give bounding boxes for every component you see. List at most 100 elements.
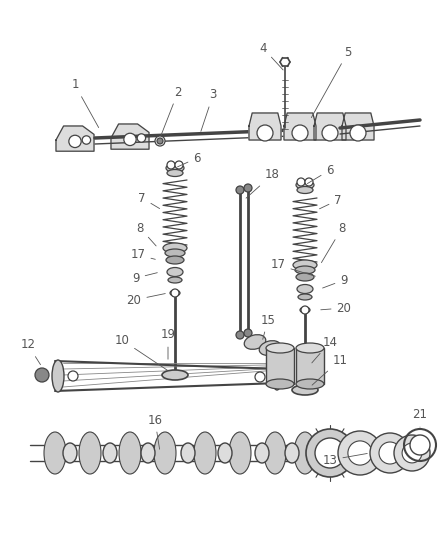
Ellipse shape — [293, 260, 317, 270]
Ellipse shape — [266, 343, 294, 353]
Ellipse shape — [163, 243, 187, 253]
Text: 1: 1 — [71, 78, 99, 127]
Bar — [296, 348, 324, 384]
Ellipse shape — [168, 277, 182, 283]
Text: 9: 9 — [132, 271, 157, 285]
Polygon shape — [56, 126, 94, 151]
Text: 10: 10 — [115, 334, 168, 370]
Circle shape — [257, 125, 273, 141]
Ellipse shape — [79, 432, 101, 474]
Ellipse shape — [292, 385, 318, 395]
Circle shape — [244, 329, 252, 337]
Ellipse shape — [264, 432, 286, 474]
Ellipse shape — [181, 443, 195, 463]
Circle shape — [297, 178, 305, 186]
Circle shape — [301, 306, 309, 314]
Polygon shape — [111, 124, 149, 149]
Ellipse shape — [154, 432, 176, 474]
Text: 13: 13 — [322, 454, 367, 466]
Text: 9: 9 — [323, 273, 348, 288]
Ellipse shape — [295, 266, 315, 274]
Circle shape — [175, 161, 183, 169]
Ellipse shape — [103, 443, 117, 463]
Text: 16: 16 — [148, 414, 162, 449]
Text: 8: 8 — [136, 222, 156, 246]
Circle shape — [68, 371, 78, 381]
Ellipse shape — [296, 379, 324, 389]
Ellipse shape — [170, 290, 180, 296]
Text: 19: 19 — [160, 328, 176, 359]
Circle shape — [35, 368, 49, 382]
Circle shape — [171, 289, 179, 297]
Text: 17: 17 — [131, 248, 155, 262]
Ellipse shape — [166, 256, 184, 264]
Circle shape — [167, 161, 175, 169]
Circle shape — [157, 138, 163, 144]
Text: 5: 5 — [311, 45, 352, 118]
Circle shape — [350, 125, 366, 141]
Ellipse shape — [167, 268, 183, 277]
Ellipse shape — [63, 443, 77, 463]
Ellipse shape — [259, 341, 281, 356]
Ellipse shape — [165, 249, 185, 257]
Circle shape — [338, 431, 382, 475]
Circle shape — [292, 125, 308, 141]
Text: 8: 8 — [321, 222, 346, 263]
Text: 17: 17 — [271, 259, 315, 276]
Ellipse shape — [266, 379, 294, 389]
Ellipse shape — [296, 181, 314, 190]
Circle shape — [69, 135, 81, 148]
Polygon shape — [249, 113, 281, 140]
Bar — [266, 348, 294, 384]
Circle shape — [236, 186, 244, 194]
Ellipse shape — [298, 294, 312, 300]
Ellipse shape — [194, 432, 216, 474]
Text: 6: 6 — [307, 164, 334, 183]
Circle shape — [315, 438, 345, 468]
Polygon shape — [342, 113, 374, 140]
Text: 14: 14 — [312, 335, 338, 363]
Circle shape — [82, 136, 91, 144]
Text: 18: 18 — [246, 168, 279, 198]
Ellipse shape — [300, 307, 310, 313]
Circle shape — [155, 136, 165, 146]
Text: 4: 4 — [259, 42, 283, 70]
Polygon shape — [314, 113, 346, 140]
Circle shape — [306, 429, 354, 477]
Text: 20: 20 — [127, 294, 165, 306]
Circle shape — [137, 134, 145, 142]
Ellipse shape — [296, 273, 314, 281]
Circle shape — [236, 331, 244, 339]
Text: 7: 7 — [319, 193, 342, 209]
Text: 6: 6 — [177, 151, 201, 167]
Circle shape — [124, 133, 136, 146]
Ellipse shape — [296, 343, 324, 353]
Ellipse shape — [166, 164, 184, 173]
Ellipse shape — [244, 335, 266, 349]
Circle shape — [410, 435, 430, 455]
Ellipse shape — [162, 370, 188, 380]
Circle shape — [255, 372, 265, 382]
Text: 12: 12 — [21, 338, 40, 365]
Ellipse shape — [255, 443, 269, 463]
Ellipse shape — [297, 285, 313, 294]
Circle shape — [305, 178, 313, 186]
Text: 20: 20 — [321, 302, 351, 314]
Circle shape — [379, 442, 401, 464]
Ellipse shape — [167, 169, 183, 176]
Ellipse shape — [141, 443, 155, 463]
Text: 2: 2 — [161, 85, 182, 135]
Circle shape — [244, 184, 252, 192]
Circle shape — [394, 435, 430, 471]
Ellipse shape — [272, 362, 282, 390]
Ellipse shape — [285, 443, 299, 463]
Ellipse shape — [297, 187, 313, 193]
Circle shape — [348, 441, 372, 465]
Text: 7: 7 — [138, 191, 159, 208]
Polygon shape — [284, 113, 316, 140]
Ellipse shape — [52, 360, 64, 392]
Ellipse shape — [119, 432, 141, 474]
Ellipse shape — [44, 432, 66, 474]
Circle shape — [370, 433, 410, 473]
Text: 11: 11 — [312, 353, 347, 385]
